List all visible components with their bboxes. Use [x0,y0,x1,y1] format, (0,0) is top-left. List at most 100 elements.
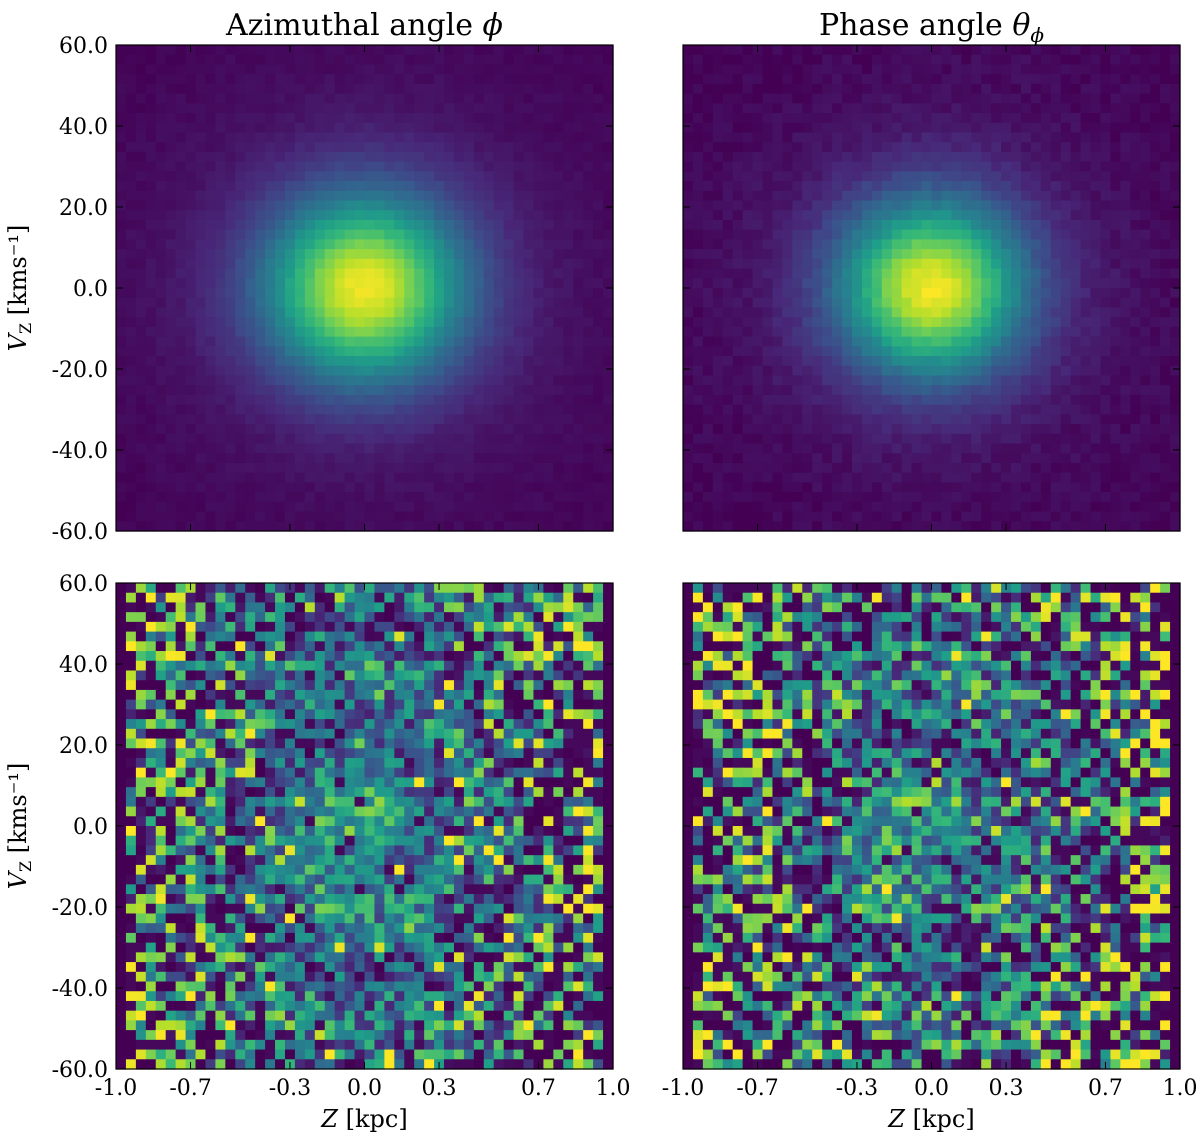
heatmap-cell [1140,122,1151,134]
heatmap-cell [463,103,475,114]
heatmap-cell [185,404,197,415]
heatmap-cell [483,482,495,493]
heatmap-cell [344,103,356,114]
heatmap-cell [414,404,425,415]
heatmap-cell [255,501,266,513]
heatmap-cell [205,54,216,66]
heatmap-cell [563,404,574,415]
heatmap-cell [324,54,336,66]
heatmap-cell [563,181,574,192]
heatmap-cell [434,93,445,104]
heatmap-cell [543,482,554,493]
heatmap-cell [851,288,863,299]
heatmap-cell [384,404,395,415]
heatmap-cell [991,307,1002,318]
heatmap-cell [931,346,943,357]
heatmap-cell [215,122,226,134]
heatmap-cell [125,433,137,445]
heatmap-cell [384,181,395,192]
heatmap-cell [374,142,385,153]
heatmap-cell [135,171,147,182]
heatmap-cell [434,453,445,464]
heatmap-cell [444,365,455,377]
heatmap-cell [851,132,863,143]
heatmap-cell [1001,93,1012,104]
heatmap-cell [692,103,704,114]
heatmap-cell [175,443,187,454]
heatmap-cell [314,326,326,338]
heatmap-cell [284,142,296,153]
heatmap-cell [593,317,604,328]
heatmap-cell [284,171,296,182]
heatmap-cell [354,472,366,483]
heatmap-cell [1110,161,1121,172]
heatmap-cell [304,482,316,493]
heatmap-cell [901,103,913,114]
heatmap-cell [265,297,276,309]
heatmap-cell [195,385,207,396]
heatmap-cell [434,462,445,474]
heatmap-cell [712,472,724,483]
heatmap-cell [702,394,714,406]
heatmap-cell [275,453,286,464]
heatmap-cell [752,433,764,445]
heatmap-cell [593,258,604,270]
heatmap-cell [861,190,873,202]
heatmap-cell [971,453,982,464]
heatmap-cell [1150,492,1161,503]
heatmap-cell [235,492,246,503]
heatmap-cell [931,142,943,153]
heatmap-cell [931,317,943,328]
heatmap-cell [125,424,137,435]
heatmap-cell [891,132,903,143]
heatmap-cell [573,239,584,250]
heatmap-cell [683,482,694,493]
heatmap-cell [424,394,435,406]
heatmap-cell [712,356,724,367]
heatmap-cell [513,375,525,386]
heatmap-cell [483,229,495,240]
heatmap-cell [125,45,137,56]
heatmap-cell [384,414,395,425]
heatmap-cell [116,93,127,104]
heatmap-cell [195,151,207,163]
heatmap-cell [165,161,177,172]
heatmap-cell [1050,375,1062,386]
heatmap-cell [453,190,465,202]
heatmap-cell [762,45,774,56]
heatmap-cell [1070,103,1082,114]
heatmap-cell [792,346,803,357]
heatmap-cell [772,122,783,134]
heatmap-cell [165,317,177,328]
heatmap-cell [1001,385,1012,396]
heatmap-cell [603,462,614,474]
heatmap-cell [772,433,783,445]
heatmap-cell [742,64,754,75]
heatmap-cell [175,288,187,299]
heatmap-cell [782,151,793,163]
heatmap-cell [1090,482,1102,493]
heatmap-cell [1030,93,1042,104]
heatmap-cell [354,132,366,143]
heatmap-cell [453,268,465,279]
heatmap-cell [1150,103,1161,114]
heatmap-cell [593,83,604,95]
heatmap-cell [533,492,545,503]
heatmap-cell [543,219,554,231]
heatmap-cell [1140,200,1151,211]
heatmap-cell [802,249,813,260]
heatmap-cell [145,424,157,435]
heatmap-cell [553,200,564,211]
heatmap-cell [245,278,256,289]
heatmap-cell [991,511,1002,522]
heatmap-cell [702,122,714,134]
heatmap-cell [364,385,376,396]
heatmap-cell [125,394,137,406]
heatmap-cell [911,424,923,435]
heatmap-cell [891,113,903,124]
heatmap-cell [324,472,336,483]
heatmap-cell [444,239,455,250]
heatmap-cell [712,113,724,124]
heatmap-cell [434,161,445,172]
heatmap-cell [215,375,226,386]
